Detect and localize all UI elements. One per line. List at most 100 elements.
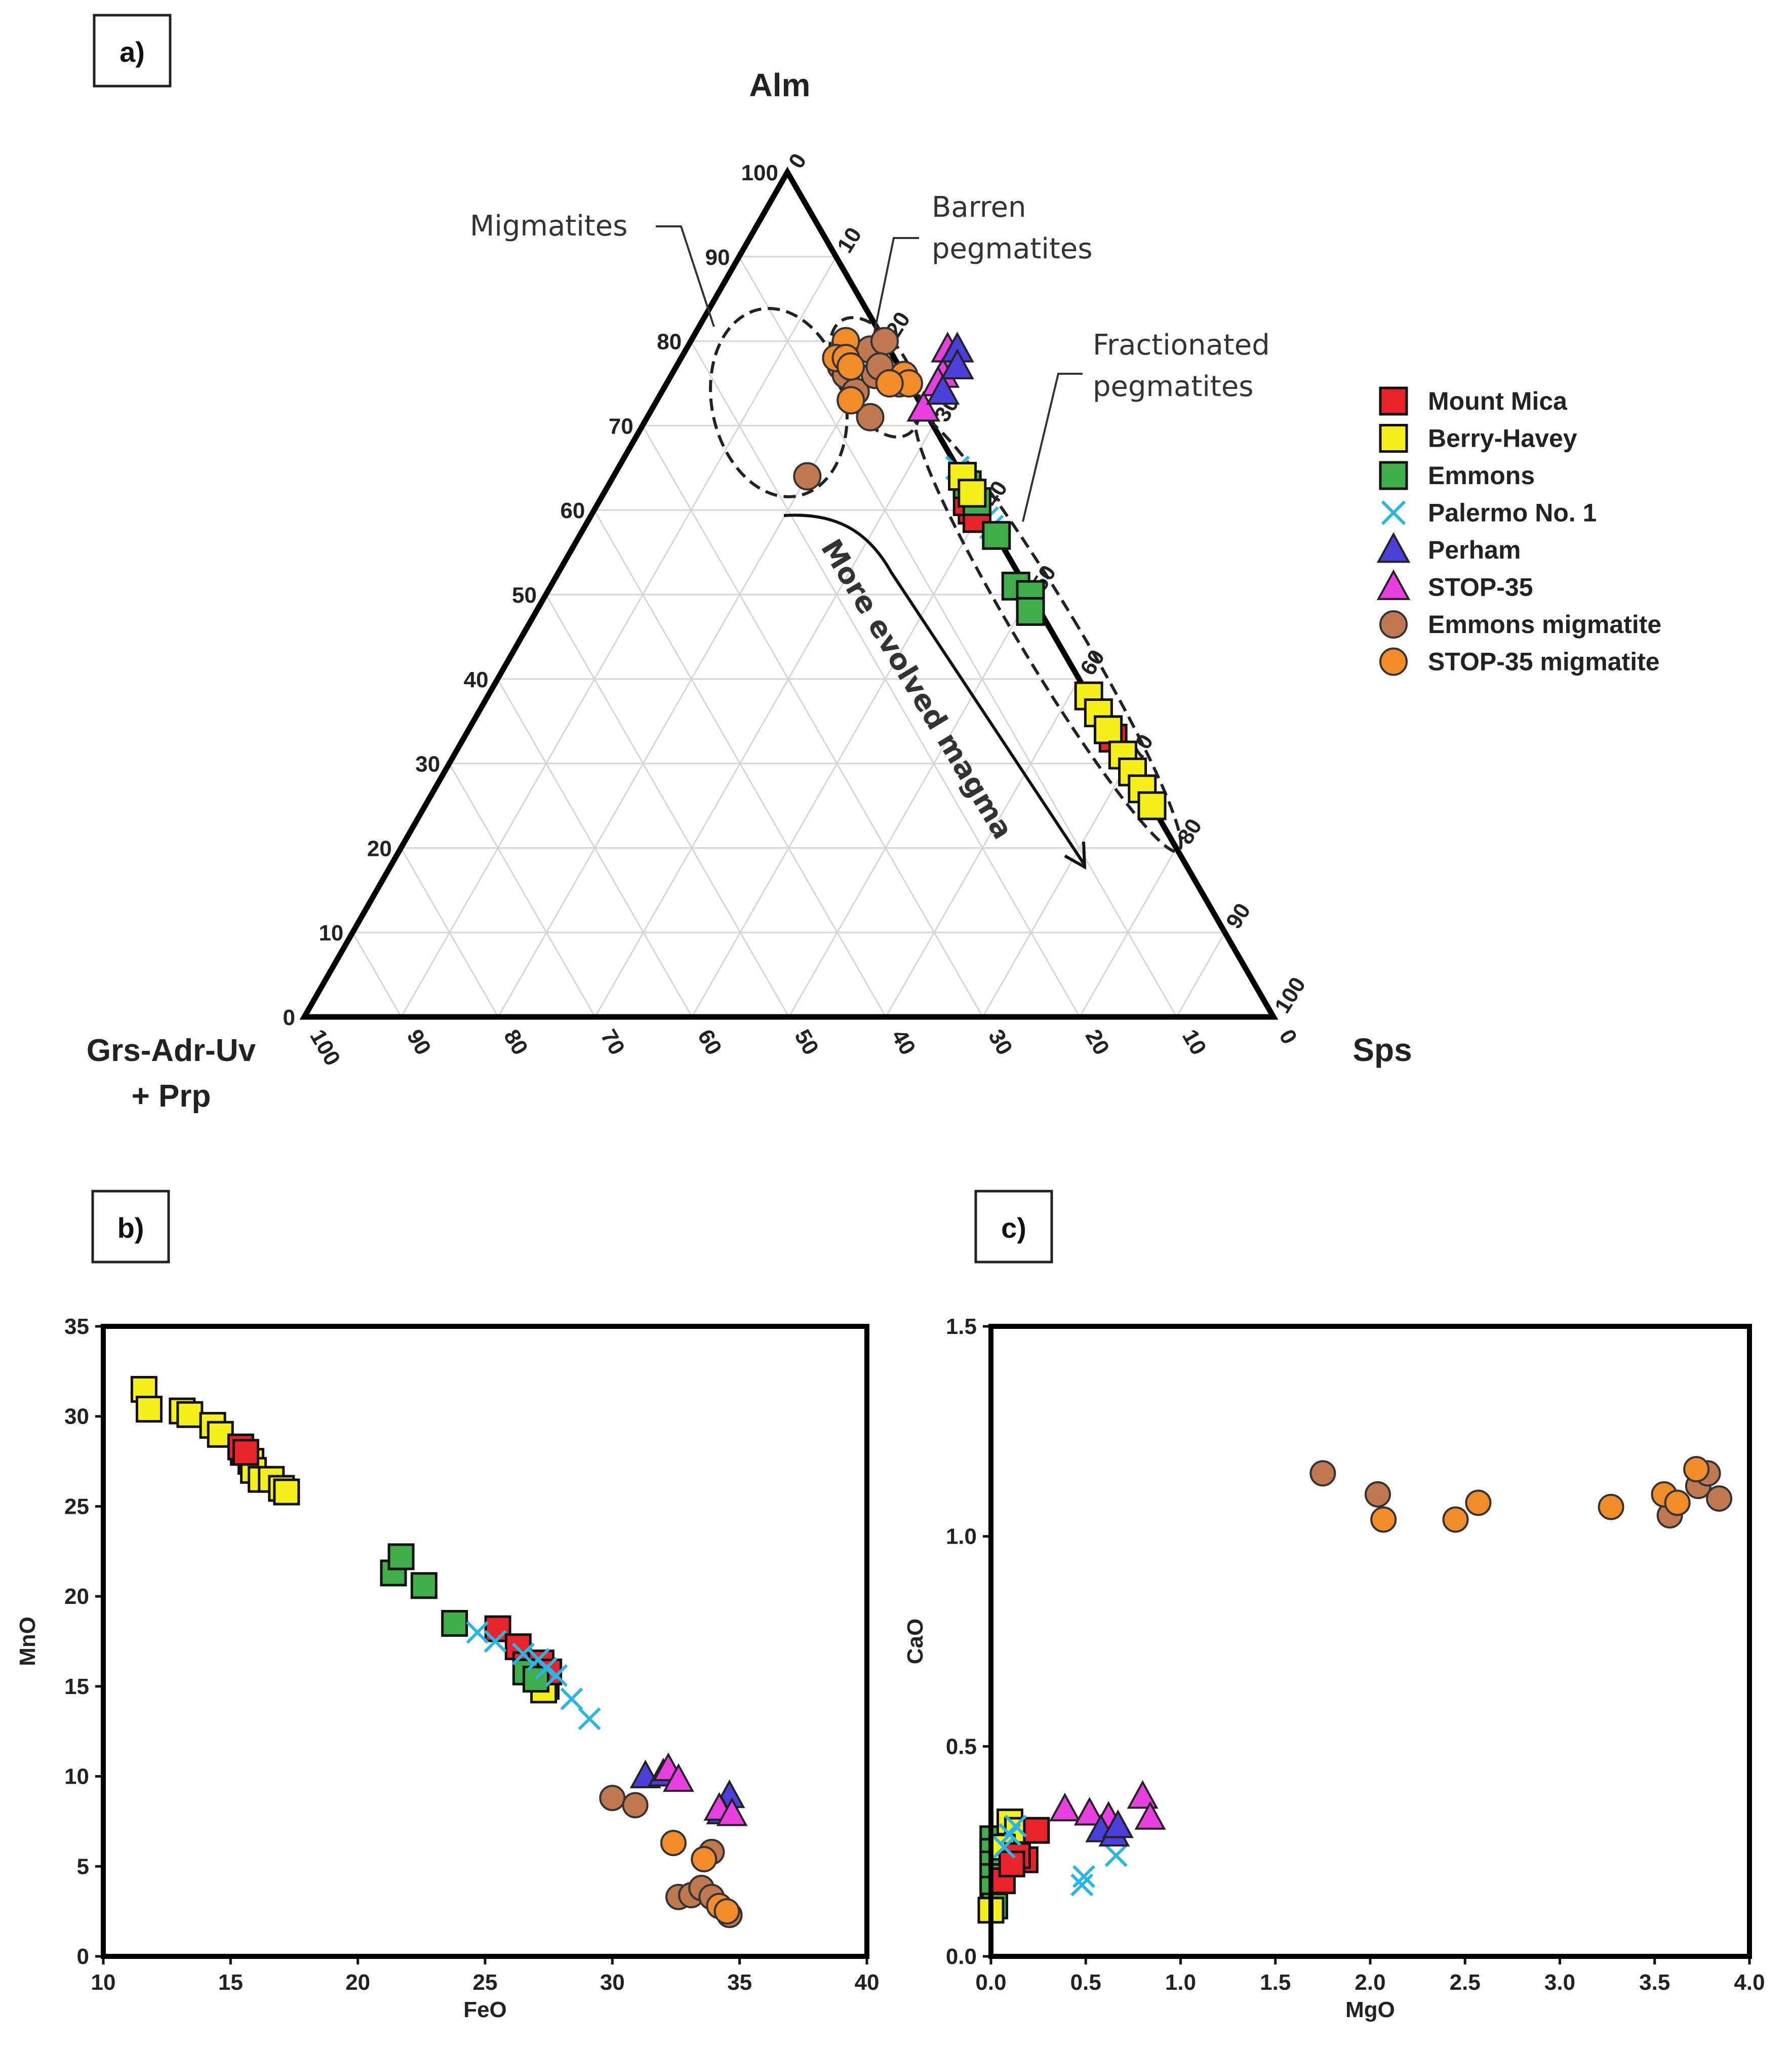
data-point xyxy=(691,1846,718,1873)
x-tick-label: 3.0 xyxy=(1544,1970,1575,1995)
y-tick-label: 0 xyxy=(77,1944,89,1969)
x-tick-label: 1.5 xyxy=(1260,1970,1291,1995)
data-point xyxy=(1004,1815,1027,1838)
x-tick-label: 35 xyxy=(727,1970,752,1995)
data-point xyxy=(1706,1485,1733,1512)
data-point xyxy=(1664,1489,1691,1516)
data-point xyxy=(1364,1481,1391,1508)
data-point xyxy=(663,1763,695,1792)
grid-line-grs xyxy=(738,256,1177,1017)
data-point xyxy=(441,1609,468,1637)
x-tick-label: 3.5 xyxy=(1639,1970,1670,1995)
plot-c: 0.0 0.5 1.0 1.5 2.0 2.5 3.0 3.5 4.0 0.0 0.5 1.0 1.5 M… xyxy=(903,1314,1765,2022)
x-tick-label: 4.0 xyxy=(1734,1970,1765,1995)
legend-label: Emmons migmatite xyxy=(1428,610,1661,639)
bottom-tick-label: 90 xyxy=(402,1026,436,1059)
annotation-fractionated-line2: pegmatites xyxy=(1093,370,1254,403)
left-tick-label: 30 xyxy=(415,752,440,777)
legend-marker xyxy=(1379,424,1408,453)
y-tick-label: 35 xyxy=(64,1314,89,1339)
data-point xyxy=(1134,1801,1166,1830)
grid-line-grs xyxy=(400,847,499,1017)
annotation-fractionated-line1: Fractionated xyxy=(1093,329,1270,362)
ternary-point xyxy=(1016,597,1045,626)
ternary-point xyxy=(837,386,865,415)
ternary-point xyxy=(982,521,1011,550)
x-tick-label: 15 xyxy=(218,1970,243,1995)
legend-item: STOP-35 xyxy=(1376,569,1533,602)
grid-line-grs xyxy=(497,679,693,1017)
legend-label: Palermo No. 1 xyxy=(1428,499,1597,527)
y-tick-label: 20 xyxy=(64,1584,89,1609)
panel-b-label-box xyxy=(91,1190,170,1264)
legend-item: Perham xyxy=(1376,532,1521,564)
data-point xyxy=(622,1792,649,1819)
data-point xyxy=(484,1630,507,1653)
series-mount-mica xyxy=(988,1817,1050,1895)
data-point xyxy=(387,1543,415,1570)
data-points xyxy=(977,1455,1733,1924)
annotation-barren-line1: Barren xyxy=(932,191,1026,224)
x-tick-label: 0.0 xyxy=(975,1970,1006,1995)
right-tick-label: 90 xyxy=(1221,899,1255,933)
panel-c-label: c) xyxy=(1001,1212,1026,1244)
y-tick-label: 15 xyxy=(64,1674,89,1699)
data-point xyxy=(1072,1865,1096,1888)
data-point xyxy=(410,1572,437,1599)
data-points xyxy=(130,1375,748,1929)
bottom-tick-label: 30 xyxy=(983,1026,1017,1059)
data-point xyxy=(578,1707,601,1730)
y-tick-label: 0.0 xyxy=(946,1944,977,1969)
data-point xyxy=(716,1797,748,1826)
left-tick-label: 0 xyxy=(283,1005,295,1030)
x-axis-label: FeO xyxy=(463,1997,507,2022)
ternary-point xyxy=(875,369,904,398)
ternary-point xyxy=(870,327,899,356)
grid-line-grs xyxy=(352,932,402,1017)
x-axis-label: MgO xyxy=(1345,1997,1395,2022)
legend-item: Emmons migmatite xyxy=(1379,610,1661,639)
y-tick-label: 5 xyxy=(77,1854,89,1879)
ternary-points xyxy=(793,327,1167,820)
y-tick-label: 0.5 xyxy=(946,1734,977,1759)
panel-c-label-box xyxy=(974,1190,1053,1264)
grid-line-sps xyxy=(885,679,1080,1017)
data-point xyxy=(599,1785,626,1812)
legend: Mount Mica Berry-Havey Emmons Palermo No. 1… xyxy=(1376,386,1661,676)
data-point xyxy=(1598,1493,1624,1520)
bottom-tick-label: 100 xyxy=(305,1026,345,1070)
series-berry-havey xyxy=(948,461,1167,820)
ternary-point xyxy=(856,403,885,431)
panel-c: c) 0.0 0.5 1.0 1.5 2.0 2.5 3.0 3.5 4.0 0.0 0.5 1.0 1… xyxy=(903,1190,1765,2022)
bottom-tick-label: 50 xyxy=(789,1026,823,1059)
left-tick-label: 90 xyxy=(705,245,730,270)
x-tick-label: 2.5 xyxy=(1450,1970,1481,1995)
plot-frame xyxy=(988,1324,1752,1959)
data-point xyxy=(1309,1460,1336,1487)
panel-b-label: b) xyxy=(117,1212,144,1244)
series-berry-havey xyxy=(130,1375,560,1704)
data-point xyxy=(511,1642,535,1666)
data-point xyxy=(992,1835,1016,1859)
legend-label: Berry-Havey xyxy=(1428,424,1577,453)
grid-line-grs xyxy=(448,763,596,1017)
annotation-migmatites: Migmatites xyxy=(470,210,627,243)
series-emmons-migmatite xyxy=(1309,1460,1733,1529)
grid-line-sps xyxy=(1079,847,1177,1017)
grid-line-grs xyxy=(545,594,790,1017)
series-stop-35-migmatite xyxy=(822,327,923,415)
series-palermo-no-1 xyxy=(992,1815,1128,1897)
x-tick-label: 25 xyxy=(473,1970,498,1995)
data-point xyxy=(1070,1873,1094,1897)
ternary-point xyxy=(837,352,865,381)
left-tick-label: 70 xyxy=(609,414,633,439)
left-tick-label: 80 xyxy=(657,330,682,355)
bottom-tick-label: 60 xyxy=(693,1026,727,1059)
legend-label: STOP-35 xyxy=(1428,573,1533,602)
panel-b: b) 10 15 20 25 30 35 40 0 5 10 15 20 25 30 35 FeO MnO xyxy=(15,1190,879,2022)
ternary-point xyxy=(940,348,974,380)
ternary-point xyxy=(958,479,987,508)
legend-item: Palermo No. 1 xyxy=(1381,499,1597,527)
bottom-tick-label: 0 xyxy=(1274,1026,1302,1049)
legend-marker xyxy=(1381,500,1406,525)
